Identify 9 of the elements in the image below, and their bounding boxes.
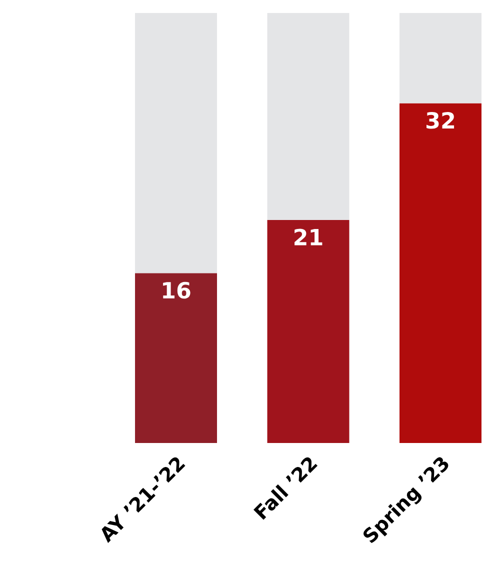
bar (267, 13, 350, 220)
data-label: 21 (294, 228, 322, 246)
data-label: 16 (163, 282, 190, 299)
data-label: 32 (426, 112, 454, 129)
bar (400, 13, 482, 104)
bar (135, 13, 218, 274)
bar (400, 103, 482, 443)
bar (267, 220, 350, 443)
bar (135, 273, 218, 443)
